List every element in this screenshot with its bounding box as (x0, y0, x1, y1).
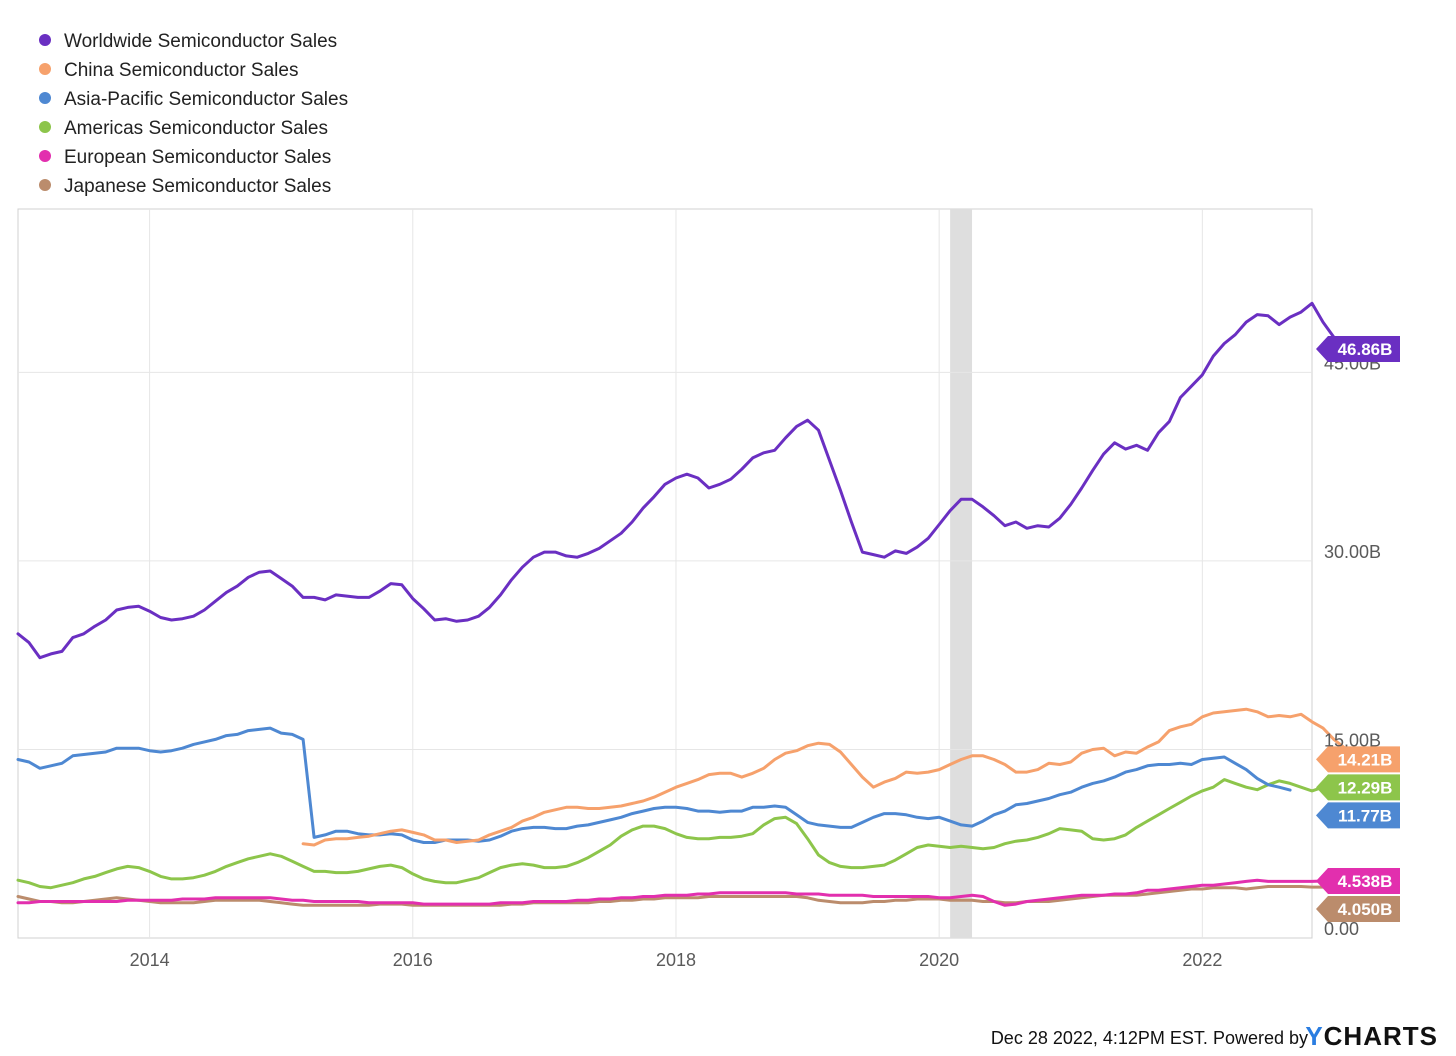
legend-label: Worldwide Semiconductor Sales (64, 31, 337, 52)
x-tick-label: 2022 (1182, 950, 1222, 970)
badge-shape (1316, 802, 1400, 829)
x-tick-label: 2018 (656, 950, 696, 970)
badge-value: 46.86B (1338, 340, 1393, 359)
last-value-badge: 11.77B (1316, 802, 1400, 829)
recession-band (950, 209, 973, 938)
series-line-2 (301, 707, 1369, 847)
plot-frame (17, 208, 1313, 939)
y-tick-label: 0.00 (1324, 919, 1359, 939)
last-value-badge: 12.29B (1316, 774, 1400, 801)
legend-label: European Semiconductor Sales (64, 147, 331, 168)
plot-area (16, 208, 1380, 939)
series-line-4 (16, 778, 1336, 890)
last-value-badge: 46.86B (1316, 336, 1400, 363)
badge-shape (1316, 336, 1400, 363)
legend: Worldwide Semiconductor Sales China Semic… (39, 31, 348, 197)
badge-shape (1316, 867, 1400, 894)
last-value-badge: 4.538B (1316, 867, 1400, 894)
badge-value: 14.21B (1338, 750, 1393, 769)
legend-marker (39, 92, 51, 104)
badge-value: 11.77B (1338, 806, 1392, 825)
legend-marker (39, 121, 51, 133)
last-value-badges: 46.86B 14.21B 12.29B 11.77B 4.538B 4.050B (1316, 336, 1400, 922)
badge-shape (1316, 746, 1400, 773)
footer-timestamp: Dec 28 2022, 4:12PM EST. Powered by (991, 1028, 1308, 1048)
y-gridlines (18, 371, 1312, 750)
legend-marker (39, 150, 51, 162)
x-tick-label: 2014 (130, 950, 170, 970)
x-gridlines (149, 209, 1203, 938)
legend-label: China Semiconductor Sales (64, 60, 298, 81)
x-axis: 2014 2016 2018 2020 2022 (130, 950, 1223, 970)
badge-shape (1316, 774, 1400, 801)
legend-marker (39, 179, 51, 191)
series-line-3 (16, 726, 1292, 844)
legend-label: Japanese Semiconductor Sales (64, 176, 331, 197)
footer: Dec 28 2022, 4:12PM EST. Powered by YCHA… (991, 1021, 1438, 1051)
legend-label: Americas Semiconductor Sales (64, 118, 328, 139)
legend-marker (39, 63, 51, 75)
last-value-badge: 4.050B (1316, 895, 1400, 922)
last-value-badge: 14.21B (1316, 746, 1400, 773)
badge-value: 12.29B (1338, 778, 1393, 797)
y-tick-label: 15.00B (1324, 730, 1381, 750)
legend-label: Asia-Pacific Semiconductor Sales (64, 89, 348, 110)
badge-value: 4.050B (1338, 900, 1393, 919)
badge-shape (1316, 895, 1400, 922)
series-line-1 (16, 301, 1358, 660)
ycharts-logo[interactable]: YCHARTS (1305, 1021, 1438, 1051)
series-lines (16, 301, 1380, 907)
x-tick-label: 2016 (393, 950, 433, 970)
x-tick-label: 2020 (919, 950, 959, 970)
series-line-5 (16, 878, 1325, 907)
badge-value: 4.538B (1338, 872, 1393, 891)
y-tick-label: 30.00B (1324, 542, 1381, 562)
legend-marker (39, 34, 51, 46)
series-line-6 (16, 885, 1380, 907)
